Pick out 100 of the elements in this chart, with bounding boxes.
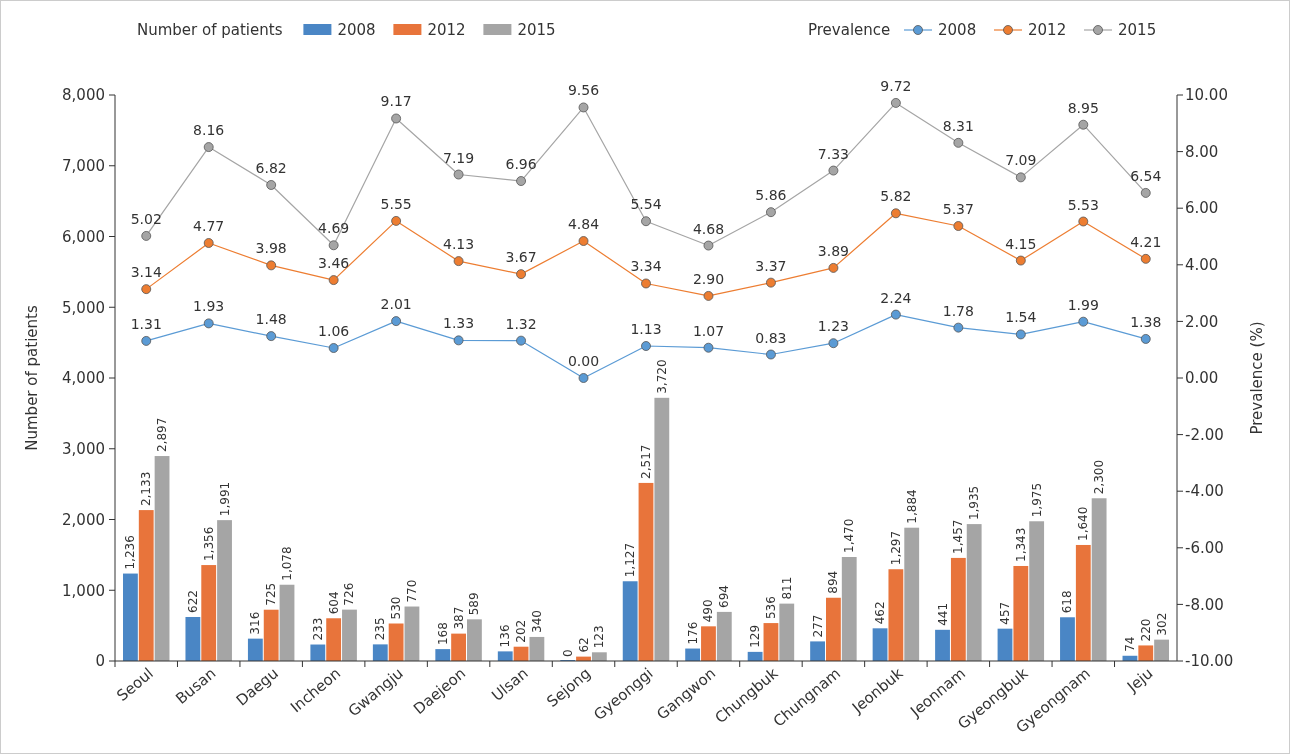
data-label: 1.06 [318,323,350,339]
data-label: 1,640 [1076,506,1091,541]
data-label: 462 [873,601,888,625]
data-label: 1.07 [692,322,725,339]
legend-title: Number of patients [137,21,283,39]
data-label: 457 [998,601,1012,625]
data-label: 7.09 [1005,152,1037,169]
data-label: 9.56 [567,82,600,99]
data-label: 4.68 [692,220,725,237]
data-label: 1.99 [1067,296,1099,313]
data-label: 9.72 [880,77,912,94]
y2-tick-label: -10.00 [1185,652,1234,671]
data-label: 6.82 [255,159,287,176]
data-label: 1,236 [123,535,138,570]
data-label: 0.00 [567,353,600,369]
legend-label: 2008 [337,21,376,39]
data-label: 2,517 [639,444,653,479]
data-label: 233 [310,617,325,641]
data-label: 770 [404,579,419,603]
data-label: 5.86 [755,187,787,204]
y2-axis-title: Prevalence (%) [1248,321,1266,435]
data-label: 8.95 [1067,99,1099,116]
data-label: 1.31 [130,315,162,332]
y-tick-label: 2,000 [62,510,105,529]
data-label: 8.31 [942,117,974,134]
data-label: 0 [560,649,575,657]
data-label: 74 [1122,636,1137,652]
data-label: 3.14 [130,264,162,281]
y2-tick-label: 8.00 [1185,142,1219,161]
data-label: 725 [264,582,279,606]
y2-tick-label: -2.00 [1185,425,1224,444]
data-label: 5.53 [1067,196,1099,213]
data-label: 1.48 [255,311,287,328]
y2-tick-label: -4.00 [1185,482,1224,501]
data-label: 9.17 [380,93,412,110]
data-label: 7.33 [817,145,849,162]
data-label: 0.83 [755,329,787,346]
data-label: 3.89 [817,242,849,259]
legend-label: 2012 [427,21,466,39]
y-tick-label: 0 [95,652,105,671]
y-tick-label: 7,000 [62,157,105,175]
data-label: 5.54 [630,196,662,213]
data-label: 3.34 [630,258,662,275]
data-label: 1,343 [1013,527,1028,562]
data-label: 7.19 [443,149,475,166]
data-label: 894 [826,570,841,594]
data-label: 1,884 [904,489,919,524]
data-label: 8.16 [193,122,225,139]
data-label: 811 [779,576,794,600]
data-label: 2,897 [155,417,170,453]
data-label: 235 [373,617,388,641]
data-label: 3.67 [505,249,537,266]
data-label: 1.32 [505,315,537,332]
data-label: 168 [435,622,450,646]
data-label: 536 [763,596,778,620]
data-label: 726 [342,582,357,606]
y-tick-label: 1,000 [62,581,105,600]
data-label: 1.23 [817,318,849,335]
data-label: 5.82 [880,188,912,205]
y-tick-label: 3,000 [62,440,105,458]
data-label: 2.01 [380,296,412,313]
data-label: 176 [685,621,700,645]
legend-label: 2012 [1028,21,1067,39]
data-label: 441 [935,602,950,626]
data-label: 1.93 [193,298,225,315]
data-label: 5.37 [942,201,974,218]
y-tick-label: 4,000 [62,369,105,388]
data-label: 4.15 [1005,235,1037,252]
y2-tick-label: 2.00 [1185,312,1219,331]
legend-label: 2015 [1118,21,1157,39]
data-label: 6.96 [505,156,537,173]
y2-tick-label: 0.00 [1185,369,1219,388]
y2-tick-label: 6.00 [1185,199,1219,218]
data-label: 4.69 [318,220,350,237]
data-label: 277 [810,614,825,638]
y2-tick-label: 4.00 [1185,256,1219,275]
data-label: 589 [467,592,482,616]
data-label: 1.33 [443,315,475,332]
data-label: 3.98 [255,240,287,257]
text: Prevalence [808,21,891,39]
data-label: 622 [185,590,200,613]
data-label: 1,356 [201,526,216,562]
y-axis-title: Number of patients [23,305,41,451]
y-tick-label: 8,000 [62,86,105,105]
data-label: 220 [1138,618,1153,642]
y2-tick-label: -6.00 [1185,539,1224,558]
data-label: 1.13 [630,321,662,338]
data-label: 4.13 [443,236,475,253]
data-label: 316 [248,611,263,635]
data-label: 1,078 [280,546,294,581]
y-tick-label: 5,000 [62,298,105,317]
y2-tick-label: 10.00 [1185,86,1228,105]
data-label: 1.78 [942,302,974,319]
data-label: 2,300 [1092,459,1107,495]
data-label: 4.77 [193,218,225,235]
data-label: 604 [326,591,341,615]
data-label: 1,297 [888,530,903,566]
data-label: 6.54 [1130,167,1162,184]
legend-label: 2008 [938,21,977,39]
data-label: 2,133 [139,471,154,507]
